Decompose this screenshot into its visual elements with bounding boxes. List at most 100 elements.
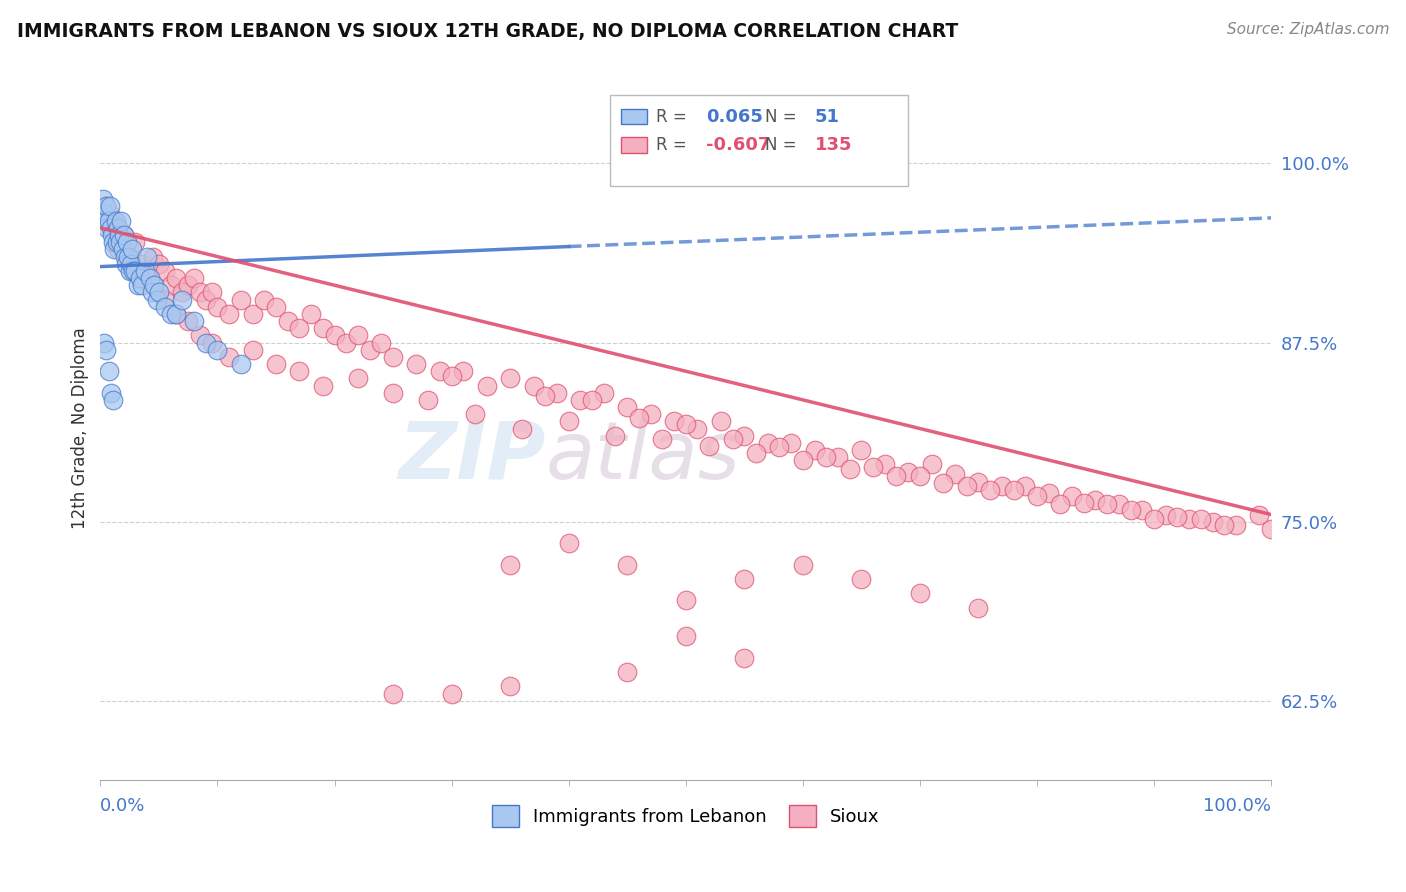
- Point: [103, 235, 125, 250]
- Point: [1178, 512, 1201, 526]
- Text: R =: R =: [657, 136, 688, 153]
- Point: [101, 220, 124, 235]
- Point: [1095, 498, 1118, 512]
- Point: [242, 343, 264, 357]
- Point: [277, 314, 299, 328]
- Point: [780, 435, 803, 450]
- Text: 0.0%: 0.0%: [100, 797, 146, 814]
- Text: 0.065: 0.065: [706, 108, 762, 126]
- Point: [370, 335, 392, 350]
- Point: [862, 460, 884, 475]
- Point: [264, 357, 287, 371]
- Point: [382, 687, 405, 701]
- Point: [136, 264, 159, 278]
- Point: [908, 586, 931, 600]
- Point: [792, 558, 814, 572]
- Point: [159, 278, 181, 293]
- Point: [93, 206, 115, 220]
- Point: [1014, 479, 1036, 493]
- Point: [108, 228, 131, 243]
- Point: [1038, 486, 1060, 500]
- Point: [288, 364, 311, 378]
- Point: [557, 414, 579, 428]
- Point: [96, 220, 118, 235]
- Point: [956, 479, 979, 493]
- Point: [110, 213, 132, 227]
- Point: [183, 314, 205, 328]
- Point: [148, 285, 170, 300]
- Point: [299, 307, 322, 321]
- Point: [172, 293, 194, 307]
- Point: [838, 461, 860, 475]
- Text: ZIP: ZIP: [398, 417, 546, 496]
- Point: [675, 417, 697, 432]
- Point: [768, 440, 790, 454]
- Point: [1213, 517, 1236, 532]
- Point: [91, 192, 114, 206]
- Point: [124, 264, 146, 278]
- Point: [121, 243, 143, 257]
- Point: [686, 421, 709, 435]
- Point: [756, 435, 779, 450]
- Point: [1201, 515, 1223, 529]
- Text: N =: N =: [765, 136, 797, 153]
- Point: [803, 443, 825, 458]
- Point: [312, 321, 335, 335]
- Point: [991, 479, 1014, 493]
- Point: [312, 378, 335, 392]
- Point: [1049, 498, 1071, 512]
- Point: [96, 199, 118, 213]
- Point: [323, 328, 346, 343]
- Point: [592, 385, 614, 400]
- Point: [1260, 522, 1282, 536]
- Point: [873, 458, 896, 472]
- Point: [932, 475, 955, 490]
- Point: [145, 293, 167, 307]
- Text: R =: R =: [657, 108, 688, 126]
- Point: [510, 421, 533, 435]
- Point: [886, 468, 908, 483]
- Point: [1154, 508, 1177, 522]
- Point: [117, 235, 139, 250]
- Point: [107, 220, 129, 235]
- Point: [745, 446, 768, 460]
- Point: [143, 278, 166, 293]
- Point: [253, 293, 276, 307]
- Point: [100, 220, 122, 235]
- Point: [733, 650, 755, 665]
- Point: [546, 385, 568, 400]
- Point: [288, 321, 311, 335]
- Text: 135: 135: [814, 136, 852, 153]
- Point: [382, 385, 405, 400]
- Point: [851, 572, 873, 586]
- Point: [165, 271, 187, 285]
- Point: [359, 343, 381, 357]
- Point: [499, 371, 522, 385]
- Point: [1026, 489, 1049, 503]
- Point: [120, 257, 142, 271]
- Point: [675, 629, 697, 643]
- Point: [675, 593, 697, 607]
- Point: [1060, 489, 1083, 503]
- Point: [229, 293, 252, 307]
- Point: [851, 443, 873, 458]
- Point: [557, 536, 579, 550]
- Point: [110, 235, 132, 250]
- Point: [98, 206, 121, 220]
- Point: [1002, 483, 1025, 497]
- Point: [1119, 503, 1142, 517]
- Point: [464, 407, 486, 421]
- Text: IMMIGRANTS FROM LEBANON VS SIOUX 12TH GRADE, NO DIPLOMA CORRELATION CHART: IMMIGRANTS FROM LEBANON VS SIOUX 12TH GR…: [17, 22, 957, 41]
- Text: N =: N =: [765, 108, 797, 126]
- Point: [534, 388, 557, 402]
- Point: [499, 558, 522, 572]
- Point: [1143, 512, 1166, 526]
- Point: [499, 680, 522, 694]
- Point: [103, 392, 125, 407]
- Point: [200, 335, 222, 350]
- Point: [98, 199, 121, 213]
- Point: [651, 432, 673, 446]
- Point: [242, 307, 264, 321]
- Point: [165, 307, 187, 321]
- Text: 100.0%: 100.0%: [1204, 797, 1271, 814]
